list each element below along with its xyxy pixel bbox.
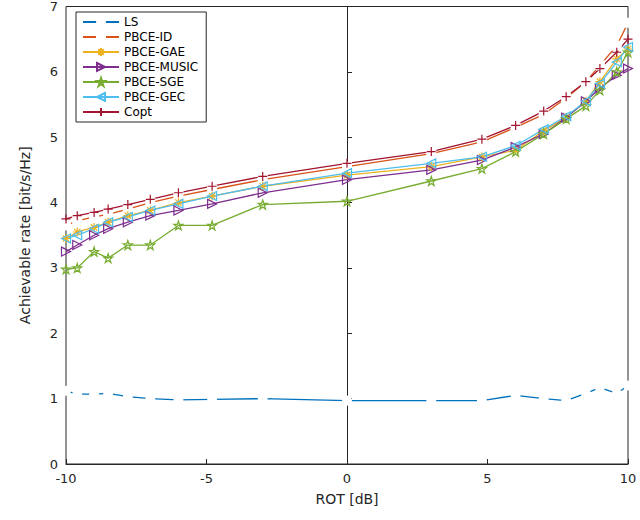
svg-text:ROT [dB]: ROT [dB] bbox=[315, 491, 378, 507]
svg-text:PBCE-SGE: PBCE-SGE bbox=[124, 75, 184, 89]
svg-text:Achievable rate [bit/s/Hz]: Achievable rate [bit/s/Hz] bbox=[17, 146, 33, 324]
svg-text:0: 0 bbox=[50, 457, 58, 472]
svg-text:2: 2 bbox=[50, 326, 58, 341]
svg-text:3: 3 bbox=[50, 260, 58, 275]
svg-text:-10: -10 bbox=[55, 471, 76, 486]
svg-text:PBCE-ID: PBCE-ID bbox=[124, 30, 172, 44]
svg-text:PBCE-GEC: PBCE-GEC bbox=[124, 90, 185, 104]
svg-text:5: 5 bbox=[50, 130, 58, 145]
svg-text:1: 1 bbox=[50, 391, 58, 406]
svg-text:PBCE-MUSIC: PBCE-MUSIC bbox=[124, 60, 198, 74]
svg-text:6: 6 bbox=[50, 64, 58, 79]
svg-text:PBCE-GAE: PBCE-GAE bbox=[124, 45, 185, 59]
svg-text:5: 5 bbox=[483, 471, 491, 486]
svg-text:Copt: Copt bbox=[124, 105, 152, 119]
svg-text:4: 4 bbox=[50, 195, 58, 210]
svg-text:0: 0 bbox=[343, 471, 351, 486]
svg-text:7: 7 bbox=[50, 0, 58, 14]
svg-text:10: 10 bbox=[620, 471, 637, 486]
svg-text:-5: -5 bbox=[200, 471, 213, 486]
svg-text:LS: LS bbox=[124, 15, 138, 29]
